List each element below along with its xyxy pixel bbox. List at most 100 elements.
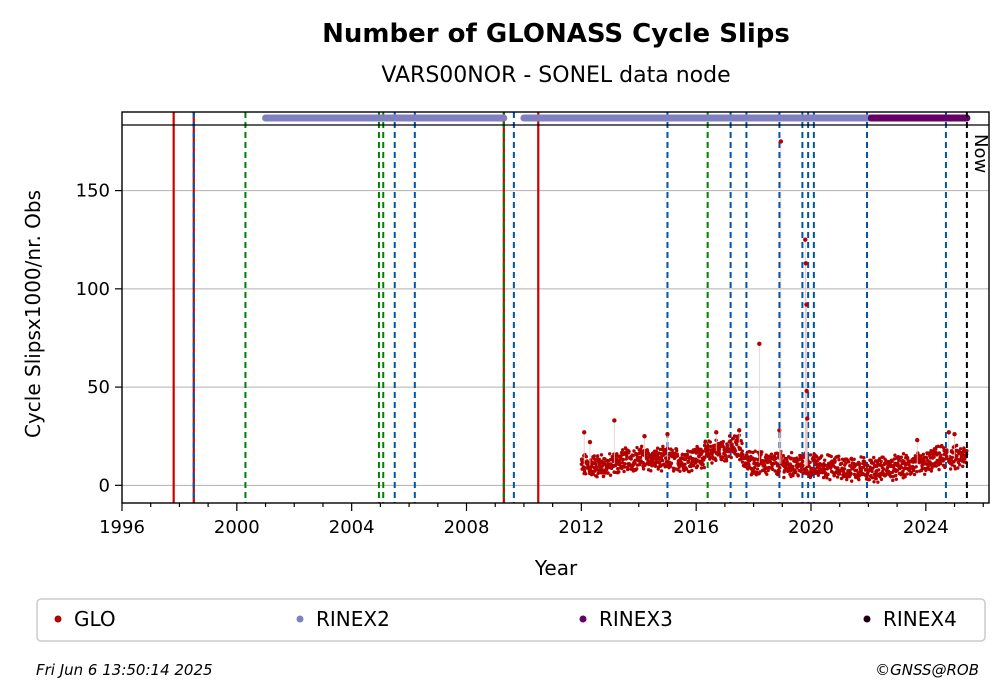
glo-point — [789, 450, 794, 455]
glo-point — [800, 459, 805, 464]
glo-point — [580, 457, 585, 461]
y-tick-label: 150 — [76, 181, 110, 202]
glo-point — [929, 469, 934, 473]
glo-point — [938, 461, 943, 466]
glo-point — [769, 452, 774, 456]
glo-point — [655, 446, 660, 450]
glo-point — [710, 461, 714, 465]
glo-point — [794, 470, 798, 475]
glo-point — [689, 462, 693, 466]
glo-point — [870, 476, 875, 480]
glo-point — [899, 455, 903, 459]
glo-point — [708, 440, 713, 444]
glo-point — [837, 454, 841, 458]
glo-point — [776, 472, 780, 477]
glo-outlier-point — [804, 302, 809, 307]
glo-point — [859, 455, 863, 459]
glo-point — [689, 464, 693, 469]
glo-point — [678, 469, 682, 473]
y-tick-label: 0 — [99, 475, 110, 496]
glo-point — [825, 466, 830, 471]
glo-point — [741, 452, 745, 457]
glo-point — [751, 456, 755, 460]
now-label: Now — [970, 134, 991, 173]
glo-point — [808, 460, 812, 465]
glo-point — [942, 446, 946, 450]
legend-label: RINEX2 — [316, 607, 390, 631]
glo-point — [601, 474, 606, 478]
glo-outlier-point — [778, 139, 784, 144]
glo-point — [633, 461, 637, 465]
glo-outlier-point — [737, 428, 742, 433]
glo-point — [753, 449, 757, 453]
glo-point — [721, 455, 725, 460]
glo-point — [884, 459, 888, 463]
glo-point — [862, 459, 867, 464]
glo-point — [765, 472, 769, 476]
legend-label: RINEX4 — [883, 607, 957, 631]
y-axis-label: Cycle Slipsx1000/nr. Obs — [21, 190, 45, 438]
footer-credit: ©GNSS@ROB — [875, 661, 979, 679]
glo-point — [958, 463, 962, 467]
glo-point — [714, 458, 718, 463]
glo-point — [905, 472, 909, 476]
glo-point — [879, 477, 884, 482]
glo-point — [625, 467, 630, 472]
glo-point — [658, 459, 662, 464]
glo-point — [842, 467, 847, 471]
glo-point — [825, 476, 829, 480]
glo-point — [735, 442, 739, 447]
glo-point — [894, 477, 899, 481]
glo-point — [865, 463, 870, 468]
glo-point — [943, 465, 947, 470]
glo-point — [833, 459, 837, 463]
glo-point — [831, 471, 835, 475]
glo-point — [890, 459, 894, 464]
glo-point — [641, 467, 646, 471]
glo-point — [608, 473, 613, 477]
glo-point — [597, 457, 601, 462]
glo-point — [622, 465, 627, 469]
glo-point — [909, 470, 914, 475]
glo-point — [781, 454, 786, 458]
glo-point — [796, 474, 800, 478]
glo-point — [699, 466, 704, 470]
glo-point — [859, 469, 864, 473]
legend-marker — [863, 615, 871, 623]
x-axis-ticks: 1996 2000 2004 2008 2012 2016 2020 2024 — [99, 503, 984, 538]
glo-point — [965, 449, 969, 453]
legend-box — [36, 598, 986, 642]
glo-point — [738, 446, 743, 451]
glo-point — [955, 443, 959, 448]
chart-subtitle: VARS00NOR - SONEL data node — [381, 63, 730, 88]
glo-point — [896, 461, 900, 465]
glo-point — [821, 475, 826, 480]
glo-point — [775, 451, 779, 455]
glo-point — [872, 455, 876, 460]
x-tick-label: 2016 — [673, 517, 719, 538]
glo-point — [729, 455, 733, 460]
glo-point — [912, 472, 917, 477]
glo-point — [832, 473, 837, 478]
glo-point — [789, 456, 794, 460]
glo-point — [584, 472, 588, 476]
glo-point — [694, 451, 698, 455]
glo-outlier-point — [757, 341, 762, 347]
glo-outlier-point — [587, 439, 593, 445]
glo-point — [611, 456, 615, 460]
glo-point — [615, 452, 619, 456]
glo-outlier-point — [915, 437, 920, 443]
glo-point — [725, 443, 730, 448]
glo-point — [857, 477, 861, 482]
glo-point — [828, 477, 832, 482]
glo-point — [856, 471, 860, 475]
glo-point — [836, 466, 840, 470]
x-tick-label: 2020 — [788, 517, 834, 538]
glo-point — [621, 457, 625, 462]
glo-point — [893, 453, 897, 457]
glo-point — [774, 456, 778, 460]
glo-point — [791, 465, 795, 469]
glo-point — [845, 477, 849, 482]
glo-point — [758, 470, 762, 474]
glo-point — [596, 471, 600, 476]
